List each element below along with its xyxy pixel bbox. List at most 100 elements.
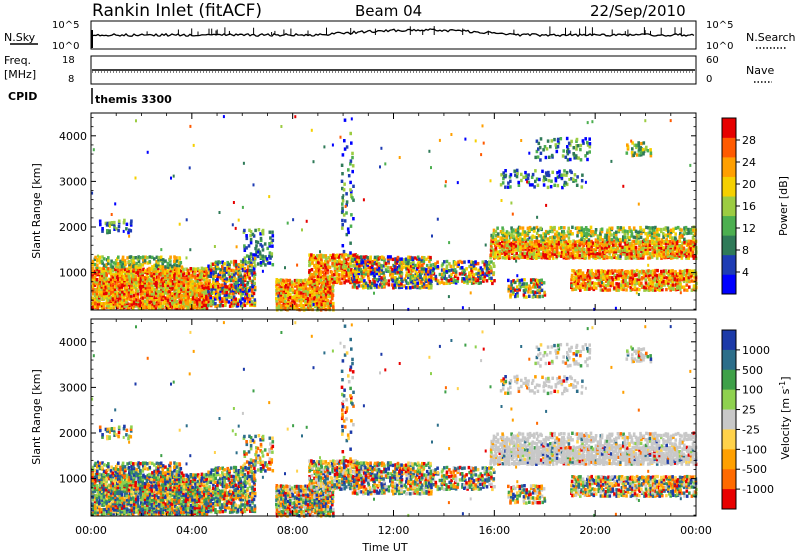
power-cell <box>153 281 156 285</box>
power-cell <box>496 226 499 230</box>
power-cell <box>137 298 140 302</box>
power-cell <box>280 303 284 308</box>
power-cell <box>311 291 314 295</box>
power-cell <box>100 267 104 271</box>
power-cell <box>598 238 602 242</box>
power-cell <box>416 261 420 265</box>
power-cell <box>578 228 581 232</box>
power-cell <box>628 253 631 258</box>
power-cell <box>161 261 164 266</box>
power-cell <box>594 256 597 260</box>
power-cell <box>567 256 570 260</box>
power-cell <box>512 249 515 254</box>
power-cell <box>326 264 330 268</box>
power-cell <box>198 305 202 310</box>
power-cell <box>674 279 678 284</box>
power-cell <box>347 276 351 280</box>
power-cell <box>105 303 109 308</box>
power-cell <box>572 278 575 282</box>
power-cell <box>651 280 655 284</box>
power-cell <box>334 262 337 266</box>
power-cell <box>507 284 511 289</box>
power-cell <box>393 278 397 282</box>
power-cell <box>624 275 628 279</box>
power-cell <box>119 298 122 302</box>
power-cell <box>375 259 379 263</box>
power-cell <box>429 263 433 267</box>
power-cell <box>644 247 648 252</box>
power-cell <box>594 269 598 273</box>
power-cell <box>283 299 287 303</box>
power-cell <box>536 183 540 187</box>
power-cell <box>685 254 688 258</box>
power-cell <box>664 279 668 284</box>
power-cell <box>422 282 426 286</box>
power-cell <box>237 270 240 275</box>
power-cell <box>171 279 175 284</box>
power-cell <box>122 229 125 233</box>
power-cell <box>317 279 321 283</box>
power-cell <box>538 145 542 150</box>
power-cell <box>205 279 209 284</box>
velocity-cell <box>92 498 95 502</box>
power-cell <box>278 301 281 305</box>
power-cell <box>671 273 674 278</box>
power-cell <box>692 271 696 275</box>
power-cell <box>338 279 341 283</box>
power-cell <box>442 281 446 286</box>
power-cell <box>328 258 332 262</box>
power-cell <box>635 241 638 245</box>
power-cell <box>529 240 532 244</box>
power-cell <box>214 287 217 291</box>
power-cell <box>530 245 534 249</box>
power-cell <box>528 151 531 155</box>
power-cell <box>409 278 412 282</box>
power-cell <box>466 279 469 283</box>
power-cell <box>130 283 133 288</box>
power-cell <box>200 288 204 292</box>
power-cell <box>582 243 586 247</box>
power-cell <box>516 171 519 176</box>
power-cell <box>246 268 250 272</box>
power-cell <box>689 251 693 256</box>
power-cell <box>377 261 381 266</box>
power-cell <box>108 288 111 292</box>
power-cell <box>226 260 229 265</box>
power-cell <box>324 268 327 272</box>
power-cell <box>157 277 160 281</box>
power-cell <box>201 290 204 294</box>
power-cell <box>496 241 500 245</box>
power-cell <box>341 244 345 248</box>
power-cell <box>278 284 281 289</box>
power-cell <box>425 257 428 261</box>
power-cell <box>608 252 611 256</box>
power-cell <box>679 231 682 236</box>
power-cell <box>275 278 279 282</box>
power-cell <box>687 242 690 246</box>
power-cell <box>107 269 110 273</box>
power-cell <box>111 295 115 300</box>
power-cell <box>330 270 334 274</box>
power-cell <box>375 277 379 282</box>
power-cell <box>566 249 570 254</box>
power-cell <box>166 271 169 275</box>
power-cell <box>633 143 636 147</box>
power-cell <box>221 288 225 293</box>
power-cell <box>599 271 603 275</box>
power-cell <box>347 174 351 178</box>
power-cell <box>692 246 695 250</box>
power-cell <box>538 278 541 283</box>
power-cell <box>143 299 147 303</box>
power-cell <box>622 235 625 239</box>
power-cell <box>101 261 104 265</box>
power-cell <box>334 254 337 258</box>
power-cell <box>567 244 571 248</box>
freq-right-tick-top: 60 <box>706 55 719 66</box>
power-cell <box>588 137 591 141</box>
power-cell <box>508 246 512 250</box>
power-cell <box>584 226 588 230</box>
power-cell <box>103 272 106 276</box>
power-cell <box>641 147 645 152</box>
power-cell <box>94 292 97 296</box>
power-cell <box>312 160 315 164</box>
